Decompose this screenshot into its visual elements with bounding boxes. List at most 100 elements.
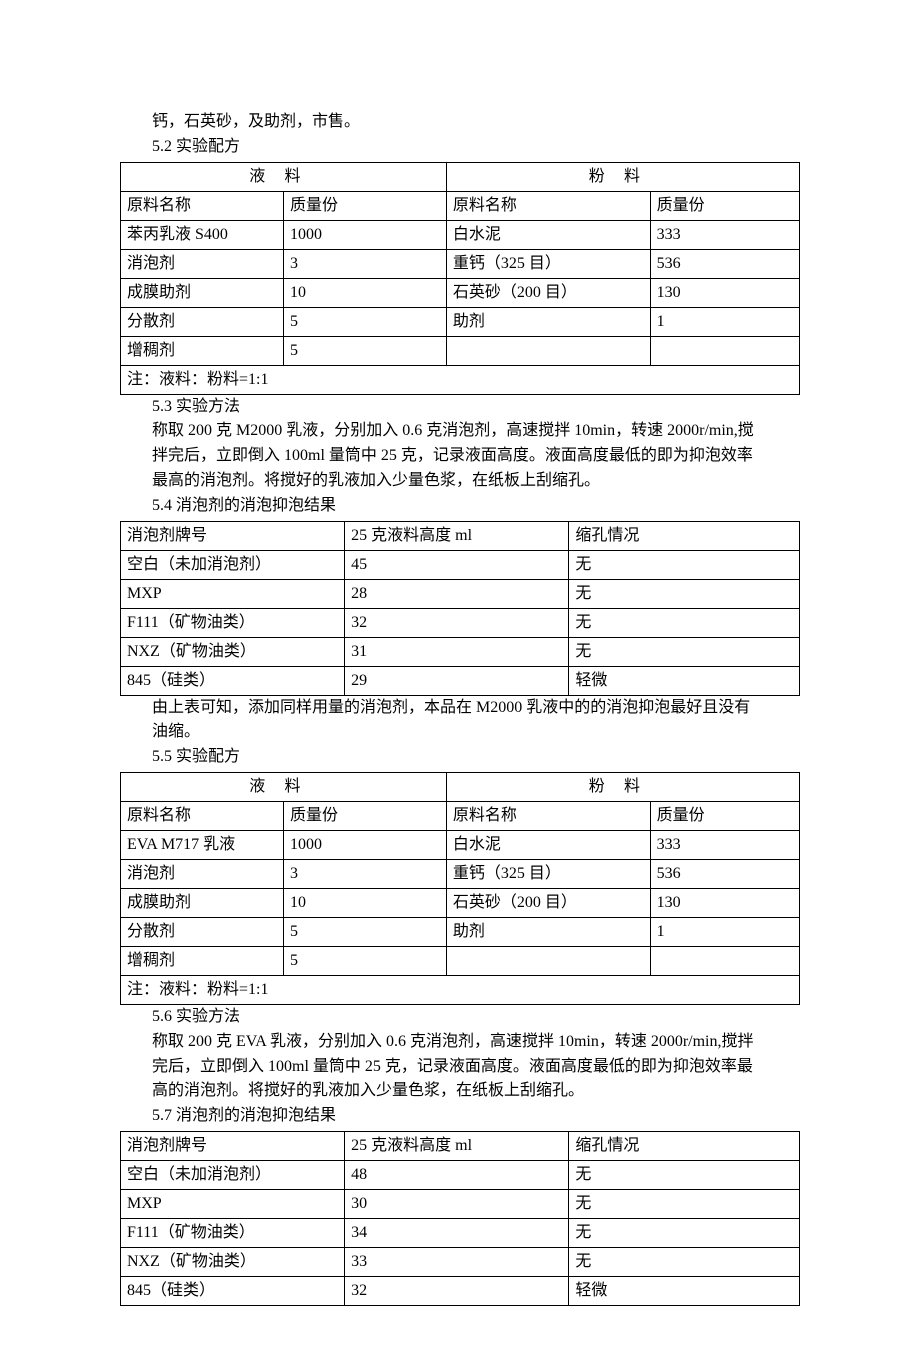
cell: F111（矿物油类） xyxy=(121,1218,345,1247)
cell: 增稠剂 xyxy=(121,946,284,975)
cell: 成膜助剂 xyxy=(121,278,284,307)
col-header: 缩孔情况 xyxy=(569,521,800,550)
cell: 助剂 xyxy=(446,917,650,946)
cell: 130 xyxy=(650,888,799,917)
table-row: F111（矿物油类） 34 无 xyxy=(121,1218,800,1247)
cell: 536 xyxy=(650,249,799,278)
cell: MXP xyxy=(121,1189,345,1218)
cell: 无 xyxy=(569,637,800,666)
cell: 白水泥 xyxy=(446,220,650,249)
table-row: EVA M717 乳液 1000 白水泥 333 xyxy=(121,830,800,859)
table-row: 原料名称 质量份 原料名称 质量份 xyxy=(121,801,800,830)
liquid-header: 液料 xyxy=(121,772,447,801)
table-row: 消泡剂 3 重钙（325 目） 536 xyxy=(121,249,800,278)
section-5-6-body: 称取 200 克 EVA 乳液，分别加入 0.6 克消泡剂，高速搅拌 10min… xyxy=(120,1030,800,1055)
cell: 1000 xyxy=(283,220,446,249)
col-name: 原料名称 xyxy=(121,191,284,220)
col-header: 消泡剂牌号 xyxy=(121,1131,345,1160)
cell: 5 xyxy=(283,917,446,946)
section-5-5-title: 5.5 实验配方 xyxy=(120,745,800,770)
cell: 130 xyxy=(650,278,799,307)
cell: 32 xyxy=(345,1276,569,1305)
cell: 消泡剂 xyxy=(121,249,284,278)
col-qty: 质量份 xyxy=(283,801,446,830)
col-qty: 质量份 xyxy=(650,191,799,220)
cell: 空白（未加消泡剂） xyxy=(121,1160,345,1189)
page: 钙，石英砂，及助剂，市售。 5.2 实验配方 液料 粉料 原料名称 质量份 原料… xyxy=(0,0,920,1366)
cell xyxy=(650,946,799,975)
cell: 33 xyxy=(345,1247,569,1276)
intro-line: 钙，石英砂，及助剂，市售。 xyxy=(120,110,800,135)
col-header: 25 克液料高度 ml xyxy=(345,1131,569,1160)
section-5-4-title: 5.4 消泡剂的消泡抑泡结果 xyxy=(120,494,800,519)
cell: 石英砂（200 目） xyxy=(446,888,650,917)
cell: 1 xyxy=(650,307,799,336)
cell: 重钙（325 目） xyxy=(446,859,650,888)
cell xyxy=(446,336,650,365)
cell: 无 xyxy=(569,1160,800,1189)
col-name: 原料名称 xyxy=(446,801,650,830)
cell: 重钙（325 目） xyxy=(446,249,650,278)
col-header: 25 克液料高度 ml xyxy=(345,521,569,550)
section-5-6-title: 5.6 实验方法 xyxy=(120,1005,800,1030)
section-5-7-title: 5.7 消泡剂的消泡抑泡结果 xyxy=(120,1104,800,1129)
col-name: 原料名称 xyxy=(121,801,284,830)
cell: 3 xyxy=(283,249,446,278)
cell: 白水泥 xyxy=(446,830,650,859)
cell: F111（矿物油类） xyxy=(121,608,345,637)
table-row: 消泡剂 3 重钙（325 目） 536 xyxy=(121,859,800,888)
cell: 28 xyxy=(345,579,569,608)
cell: 5 xyxy=(283,336,446,365)
col-qty: 质量份 xyxy=(650,801,799,830)
table-row: 消泡剂牌号 25 克液料高度 ml 缩孔情况 xyxy=(121,521,800,550)
cell: 无 xyxy=(569,1218,800,1247)
cell: 1000 xyxy=(283,830,446,859)
cell: 成膜助剂 xyxy=(121,888,284,917)
cell: 48 xyxy=(345,1160,569,1189)
cell: 无 xyxy=(569,1247,800,1276)
cell: 无 xyxy=(569,579,800,608)
cell: 无 xyxy=(569,550,800,579)
cell: 845（硅类） xyxy=(121,1276,345,1305)
table-row: MXP 30 无 xyxy=(121,1189,800,1218)
cell: 增稠剂 xyxy=(121,336,284,365)
section-5-6-body: 完后，立即倒入 100ml 量筒中 25 克，记录液面高度。液面高度最低的即为抑… xyxy=(120,1055,800,1080)
table-row: 分散剂 5 助剂 1 xyxy=(121,307,800,336)
powder-header: 粉料 xyxy=(446,162,799,191)
cell: 29 xyxy=(345,666,569,695)
table-row: 成膜助剂 10 石英砂（200 目） 130 xyxy=(121,888,800,917)
cell: 分散剂 xyxy=(121,917,284,946)
table-note-row: 注：液料：粉料=1:1 xyxy=(121,365,800,394)
cell: 10 xyxy=(283,278,446,307)
cell xyxy=(446,946,650,975)
formula-table-2: 液料 粉料 原料名称 质量份 原料名称 质量份 EVA M717 乳液 1000… xyxy=(120,772,800,1005)
cell: 助剂 xyxy=(446,307,650,336)
cell: 333 xyxy=(650,830,799,859)
result-table-1: 消泡剂牌号 25 克液料高度 ml 缩孔情况 空白（未加消泡剂） 45 无 MX… xyxy=(120,521,800,696)
cell: 消泡剂 xyxy=(121,859,284,888)
cell: 3 xyxy=(283,859,446,888)
cell: NXZ（矿物油类） xyxy=(121,637,345,666)
table-row: 845（硅类） 29 轻微 xyxy=(121,666,800,695)
cell: 333 xyxy=(650,220,799,249)
cell: 5 xyxy=(283,307,446,336)
table-row: NXZ（矿物油类） 33 无 xyxy=(121,1247,800,1276)
table-row: 成膜助剂 10 石英砂（200 目） 130 xyxy=(121,278,800,307)
cell: 无 xyxy=(569,608,800,637)
cell: 5 xyxy=(283,946,446,975)
cell: 10 xyxy=(283,888,446,917)
table-row: 消泡剂牌号 25 克液料高度 ml 缩孔情况 xyxy=(121,1131,800,1160)
table-row: 增稠剂 5 xyxy=(121,336,800,365)
section-5-3-body: 拌完后，立即倒入 100ml 量筒中 25 克，记录液面高度。液面高度最低的即为… xyxy=(120,444,800,469)
table-row: 原料名称 质量份 原料名称 质量份 xyxy=(121,191,800,220)
cell: 31 xyxy=(345,637,569,666)
liquid-header: 液料 xyxy=(121,162,447,191)
section-5-3-body: 称取 200 克 M2000 乳液，分别加入 0.6 克消泡剂，高速搅拌 10m… xyxy=(120,419,800,444)
cell: 空白（未加消泡剂） xyxy=(121,550,345,579)
table-row: 苯丙乳液 S400 1000 白水泥 333 xyxy=(121,220,800,249)
table-row: 分散剂 5 助剂 1 xyxy=(121,917,800,946)
cell: 536 xyxy=(650,859,799,888)
cell: 无 xyxy=(569,1189,800,1218)
table-row: NXZ（矿物油类） 31 无 xyxy=(121,637,800,666)
section-5-2-title: 5.2 实验配方 xyxy=(120,135,800,160)
